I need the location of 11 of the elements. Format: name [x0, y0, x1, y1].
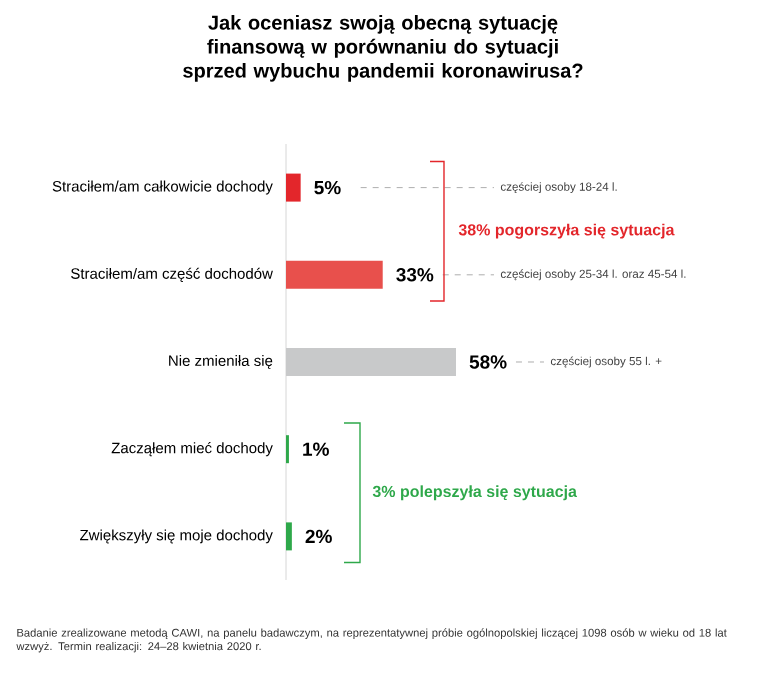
bar [286, 173, 301, 202]
data-label: 2% [305, 529, 332, 544]
text: 38% pogorszyła się sytuacja [458, 223, 675, 239]
data-label: 1% [303, 442, 329, 456]
chart-title: Jak oceniasz swoją obecną sytuację finansową w porównaniu do sytuacji sprzed wybuchu pandemii koronawirusa? [183, 15, 583, 82]
bar [286, 260, 383, 289]
data-label: 5% [314, 180, 341, 195]
data-label: 33% [396, 268, 434, 282]
data-label: 58% [469, 355, 507, 369]
bar [286, 522, 292, 551]
annotation: 3% polepszyła się sytuacja [372, 485, 578, 501]
